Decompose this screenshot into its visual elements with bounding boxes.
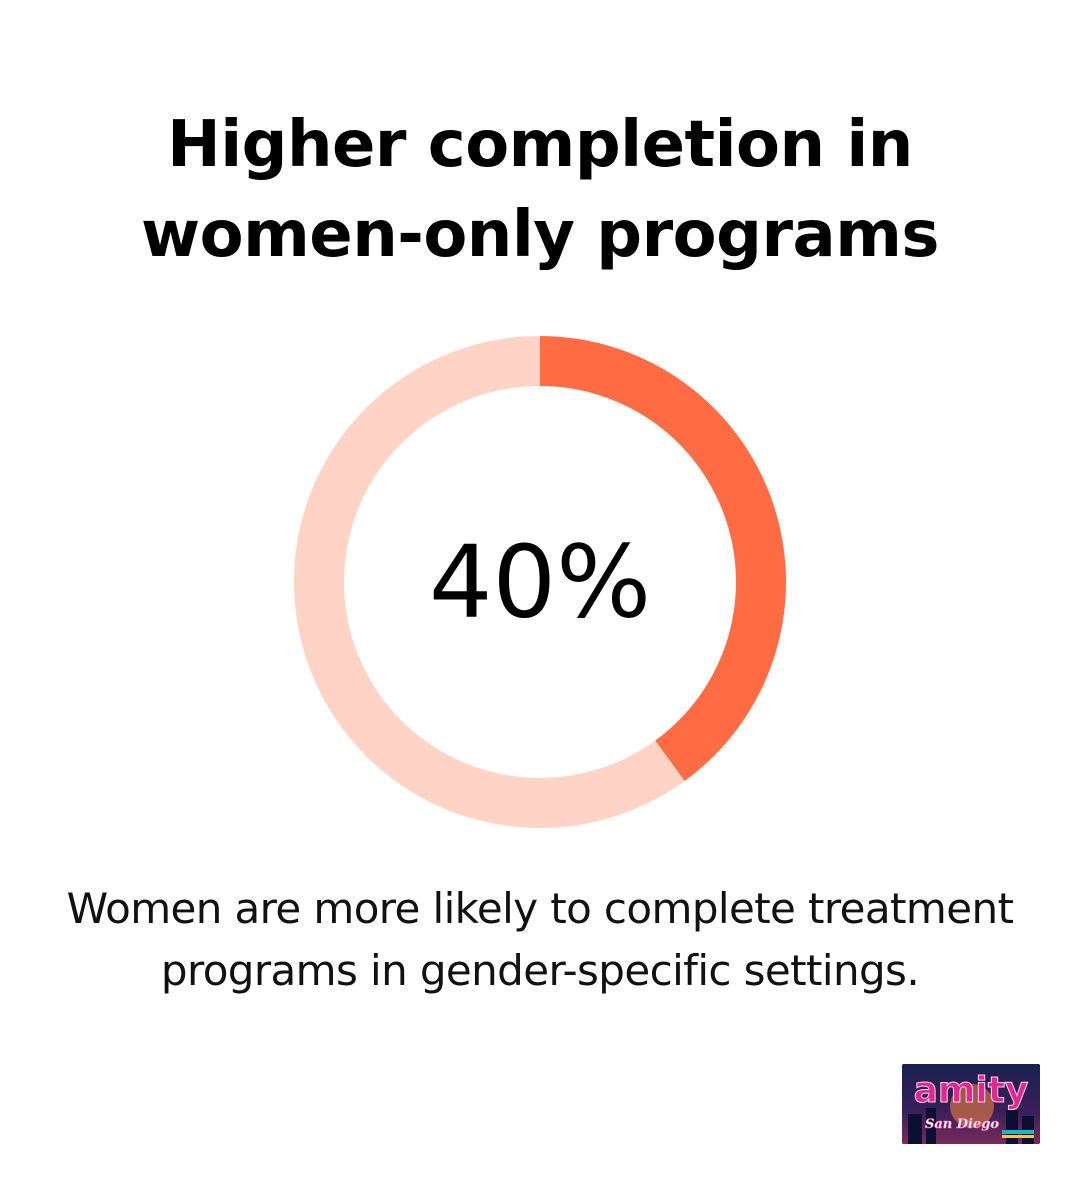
amity-logo: amity San Diego	[902, 1064, 1040, 1144]
logo-subtext: San Diego	[925, 1117, 999, 1132]
donut-chart-svg: 40%	[294, 336, 786, 828]
logo-graphic: amity San Diego	[902, 1064, 1040, 1144]
page-title: Higher completion in women-only programs	[40, 100, 1040, 280]
donut-chart: 40%	[294, 336, 786, 828]
caption-line-1: Women are more likely to complete treatm…	[66, 884, 1014, 933]
title-line-1: Higher completion in	[167, 108, 913, 182]
donut-slice-1	[540, 336, 786, 782]
logo-wordmark: amity	[914, 1070, 1029, 1111]
caption-line-2: programs in gender-specific settings.	[160, 946, 920, 995]
percentage-value: 40%	[429, 524, 651, 641]
caption: Women are more likely to complete treatm…	[20, 878, 1060, 1002]
title-line-2: women-only programs	[141, 198, 939, 272]
donut-slice-2	[294, 336, 685, 828]
